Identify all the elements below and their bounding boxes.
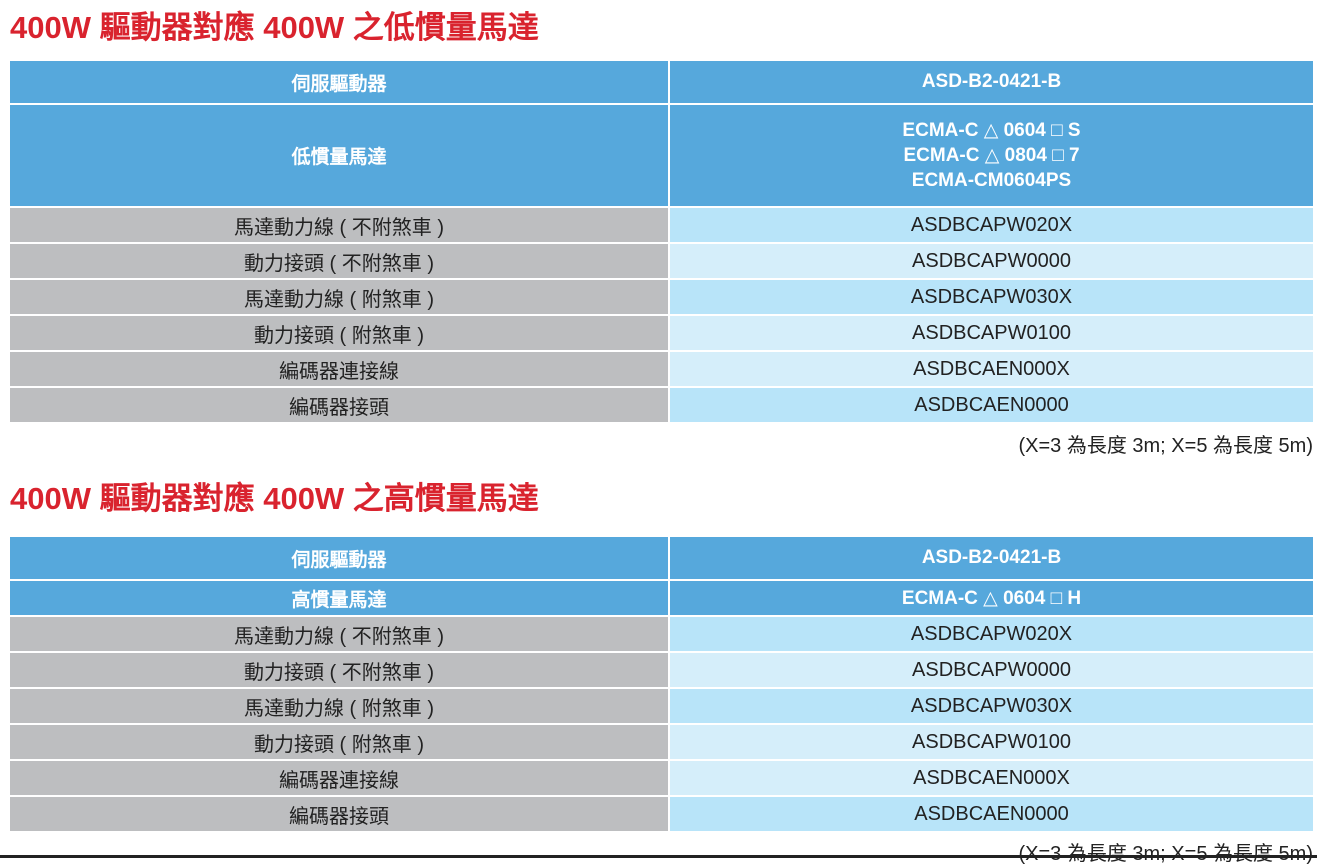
motor-model: ECMA-C △ 0804 □ 7 — [903, 145, 1080, 166]
row-label: 動力接頭 ( 附煞車 ) — [10, 316, 670, 350]
row-label: 編碼器接頭 — [10, 797, 670, 831]
row-label: 動力接頭 ( 不附煞車 ) — [10, 244, 670, 278]
row-value: ASDBCAEN0000 — [670, 797, 1313, 831]
row-label: 動力接頭 ( 不附煞車 ) — [10, 653, 670, 687]
motor-label: 高慣量馬達 — [10, 581, 670, 615]
row-value: ASDBCAEN000X — [670, 352, 1313, 386]
table-row: 編碼器接頭 ASDBCAEN0000 — [10, 797, 1313, 831]
row-value: ASDBCAPW020X — [670, 617, 1313, 651]
motor-model: ECMA-CM0604PS — [911, 170, 1072, 191]
table-row: 編碼器接頭 ASDBCAEN0000 — [10, 388, 1313, 422]
row-value: ASDBCAPW0000 — [670, 653, 1313, 687]
motor-model: ECMA-C △ 0604 □ S — [902, 120, 1081, 141]
row-value: ASDBCAPW030X — [670, 280, 1313, 314]
table-row: 馬達動力線 ( 附煞車 ) ASDBCAPW030X — [10, 689, 1313, 723]
table-row: 馬達動力線 ( 不附煞車 ) ASDBCAPW020X — [10, 617, 1313, 651]
compatibility-table: 伺服驅動器 ASD-B2-0421-B 高慣量馬達 ECMA-C △ 0604 □… — [10, 535, 1313, 833]
row-label: 編碼器連接線 — [10, 352, 670, 386]
table-row: 動力接頭 ( 附煞車 ) ASDBCAPW0100 — [10, 725, 1313, 759]
row-label: 編碼器接頭 — [10, 388, 670, 422]
compatibility-table: 伺服驅動器 ASD-B2-0421-B 低慣量馬達 ECMA-C △ 0604 □… — [10, 59, 1313, 424]
motor-label: 低慣量馬達 — [10, 105, 670, 206]
header-value: ASD-B2-0421-B — [670, 61, 1313, 103]
table-row: 馬達動力線 ( 附煞車 ) ASDBCAPW030X — [10, 280, 1313, 314]
header-label: 伺服驅動器 — [10, 537, 670, 579]
row-value: ASDBCAPW0100 — [670, 725, 1313, 759]
motor-model: ECMA-C △ 0604 □ H — [901, 587, 1082, 609]
length-note: (X=3 為長度 3m; X=5 為長度 5m) — [1018, 843, 1313, 865]
table-row: 動力接頭 ( 不附煞車 ) ASDBCAPW0000 — [10, 653, 1313, 687]
header-row: 伺服驅動器 ASD-B2-0421-B — [10, 537, 1313, 579]
row-value: ASDBCAEN0000 — [670, 388, 1313, 422]
header-label: 伺服驅動器 — [10, 61, 670, 103]
divider — [0, 855, 1317, 858]
motor-row: 高慣量馬達 ECMA-C △ 0604 □ H — [10, 581, 1313, 615]
row-value: ASDBCAEN000X — [670, 761, 1313, 795]
motor-values: ECMA-C △ 0604 □ S ECMA-C △ 0804 □ 7 ECMA… — [670, 105, 1313, 206]
length-note: (X=3 為長度 3m; X=5 為長度 5m) — [1018, 435, 1313, 457]
row-label: 馬達動力線 ( 不附煞車 ) — [10, 208, 670, 242]
table-row: 馬達動力線 ( 不附煞車 ) ASDBCAPW020X — [10, 208, 1313, 242]
motor-row: 低慣量馬達 ECMA-C △ 0604 □ S ECMA-C △ 0804 □ … — [10, 105, 1313, 206]
header-row: 伺服驅動器 ASD-B2-0421-B — [10, 61, 1313, 103]
row-value: ASDBCAPW020X — [670, 208, 1313, 242]
section-title: 400W 驅動器對應 400W 之高慣量馬達 — [10, 481, 539, 516]
row-value: ASDBCAPW030X — [670, 689, 1313, 723]
row-label: 動力接頭 ( 附煞車 ) — [10, 725, 670, 759]
section-title: 400W 驅動器對應 400W 之低慣量馬達 — [10, 10, 539, 45]
header-value: ASD-B2-0421-B — [670, 537, 1313, 579]
row-label: 馬達動力線 ( 不附煞車 ) — [10, 617, 670, 651]
table-row: 動力接頭 ( 附煞車 ) ASDBCAPW0100 — [10, 316, 1313, 350]
table-row: 編碼器連接線 ASDBCAEN000X — [10, 761, 1313, 795]
row-label: 馬達動力線 ( 附煞車 ) — [10, 689, 670, 723]
row-label: 馬達動力線 ( 附煞車 ) — [10, 280, 670, 314]
table-row: 編碼器連接線 ASDBCAEN000X — [10, 352, 1313, 386]
row-value: ASDBCAPW0100 — [670, 316, 1313, 350]
row-label: 編碼器連接線 — [10, 761, 670, 795]
row-value: ASDBCAPW0000 — [670, 244, 1313, 278]
table-row: 動力接頭 ( 不附煞車 ) ASDBCAPW0000 — [10, 244, 1313, 278]
motor-values: ECMA-C △ 0604 □ H — [670, 581, 1313, 615]
